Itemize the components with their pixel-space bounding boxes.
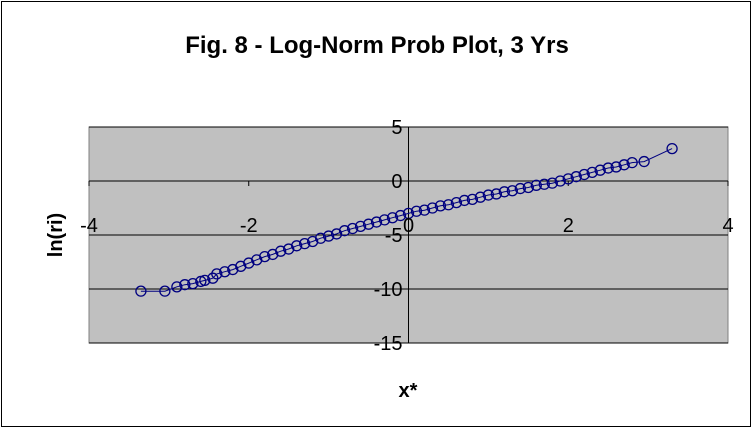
data-point	[578, 168, 590, 181]
data-point	[626, 156, 638, 169]
data-point	[314, 232, 327, 244]
data-point	[378, 214, 391, 226]
x-tick-label: -2	[240, 215, 258, 237]
data-point	[466, 193, 479, 206]
data-point	[538, 178, 550, 190]
data-point	[370, 216, 383, 228]
data-point	[362, 218, 375, 230]
data-point	[442, 199, 455, 211]
data-point	[482, 189, 495, 201]
data-point	[618, 159, 630, 171]
data-point	[338, 225, 351, 237]
data-point	[299, 237, 311, 250]
data-point	[610, 161, 622, 173]
data-point	[506, 185, 518, 197]
data-point	[530, 179, 542, 191]
data-point	[418, 204, 431, 216]
data-point	[410, 205, 423, 217]
data-point	[402, 207, 415, 220]
data-point	[514, 182, 526, 195]
data-point	[458, 194, 471, 207]
y-tick-label: -5	[385, 225, 403, 247]
data-point	[586, 166, 598, 179]
data-point	[594, 164, 606, 176]
data-point	[354, 220, 367, 233]
data-point	[159, 285, 171, 297]
data-point	[346, 222, 359, 235]
data-point	[570, 171, 582, 183]
data-point	[394, 209, 407, 222]
data-point	[275, 245, 287, 257]
data-point	[426, 202, 439, 214]
y-tick-label: 0	[391, 171, 402, 193]
data-point	[562, 173, 574, 185]
y-tick-label: -15	[374, 333, 403, 355]
data-point	[638, 155, 650, 168]
data-point	[291, 240, 303, 252]
data-point	[135, 285, 147, 297]
data-point	[450, 196, 463, 209]
data-point	[179, 279, 191, 291]
data-point	[490, 188, 503, 200]
data-point	[522, 181, 534, 194]
data-point	[474, 191, 487, 203]
data-point	[602, 162, 614, 174]
data-point	[386, 212, 399, 224]
x-tick-label: 0	[403, 215, 414, 237]
data-point	[498, 186, 511, 198]
x-axis-title: x*	[399, 380, 418, 402]
data-point	[546, 177, 558, 189]
y-tick-label: 5	[391, 117, 402, 139]
x-tick-label: 4	[722, 215, 733, 237]
data-point	[259, 250, 271, 263]
y-tick-label: -10	[374, 279, 403, 301]
data-point	[434, 200, 447, 212]
data-point	[171, 281, 183, 293]
data-point	[187, 277, 199, 290]
data-point	[219, 266, 231, 278]
data-point	[211, 268, 223, 280]
data-point	[554, 175, 566, 187]
data-point	[322, 230, 335, 242]
chart-title: Fig. 8 - Log-Norm Prob Plot, 3 Yrs	[185, 32, 569, 59]
x-tick-label: 2	[563, 215, 574, 237]
y-axis-title: ln(ri)	[45, 213, 67, 257]
data-point	[666, 142, 678, 155]
data-point	[199, 274, 211, 287]
x-tick-label: -4	[80, 215, 98, 237]
